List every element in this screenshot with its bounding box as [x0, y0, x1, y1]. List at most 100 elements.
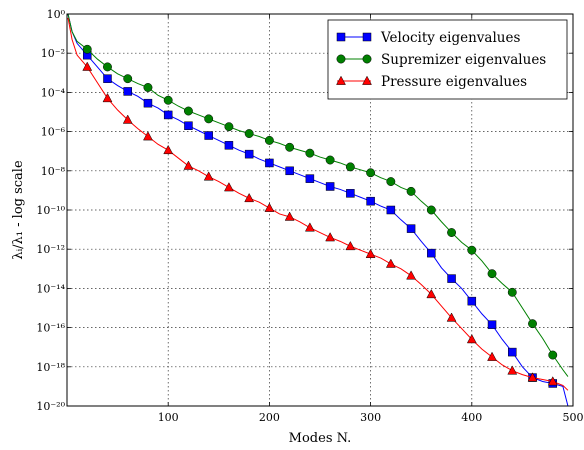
series-pressure — [67, 17, 569, 391]
supremizer-marker — [467, 245, 477, 255]
supremizer-marker — [82, 44, 92, 54]
pressure-marker — [527, 372, 538, 382]
legend-label: Pressure eigenvalues — [381, 74, 527, 90]
supremizer-marker — [264, 135, 274, 145]
pressure-marker — [284, 211, 295, 221]
pressure-marker — [82, 61, 93, 71]
pressure-marker — [466, 334, 477, 344]
pressure-marker — [547, 376, 558, 386]
pressure-marker — [426, 288, 437, 299]
pressure-marker — [385, 258, 396, 268]
pressure-line — [67, 17, 569, 391]
velocity-marker — [224, 141, 234, 150]
supremizer-marker — [507, 287, 517, 297]
y-tick-label: 10⁻¹⁰ — [36, 204, 65, 217]
y-tick-label: 10⁻¹² — [36, 243, 65, 256]
supremizer-marker — [345, 162, 355, 172]
legend-item-pressure: Pressure eigenvalues — [336, 74, 527, 90]
y-tick-label: 10⁻¹⁸ — [36, 361, 65, 374]
velocity-marker — [447, 274, 456, 283]
legend-item-velocity: Velocity eigenvalues — [336, 30, 520, 46]
velocity-marker — [406, 224, 416, 233]
x-tick-label: 400 — [461, 411, 482, 424]
pressure-marker — [122, 114, 133, 124]
series-velocity — [67, 13, 569, 407]
supremizer-marker — [447, 228, 457, 237]
supremizer-line — [67, 13, 569, 377]
supremizer-marker — [183, 106, 193, 116]
pressure-marker — [244, 192, 255, 203]
supremizer-marker — [305, 148, 315, 158]
velocity-marker — [143, 98, 153, 108]
pressure-marker — [345, 240, 356, 251]
supremizer-marker — [204, 114, 214, 124]
y-tick-label: 10⁻¹⁴ — [36, 282, 65, 295]
y-tick-label: 10⁻¹⁶ — [36, 322, 65, 335]
supremizer-marker — [103, 62, 112, 72]
legend-marker — [336, 54, 346, 64]
supremizer-marker — [143, 83, 153, 92]
velocity-marker — [508, 347, 517, 357]
pressure-marker — [487, 351, 497, 361]
supremizer-marker — [487, 269, 497, 279]
y-axis-label: λᵢ/λ₁ - log scale — [11, 160, 26, 260]
supremizer-marker — [406, 186, 416, 196]
x-axis-label: Modes N. — [289, 431, 352, 446]
x-tick-label: 500 — [563, 411, 584, 424]
legend-marker — [362, 75, 372, 85]
velocity-line — [67, 13, 569, 407]
supremizer-marker — [163, 95, 173, 105]
velocity-marker — [427, 248, 436, 258]
pressure-marker — [102, 92, 113, 103]
x-tick-label: 200 — [259, 411, 280, 424]
pressure-marker — [163, 144, 174, 155]
ticks: 100 200 300 400 500 10⁰ 10⁻² 10⁻⁴ 10⁻⁶ 10⁻⁸ 10⁻¹⁰ 1… — [36, 8, 583, 424]
pressure-marker — [507, 365, 518, 375]
pressure-marker — [224, 182, 234, 192]
velocity-marker — [467, 296, 477, 306]
velocity-marker — [386, 205, 396, 215]
supremizer-marker — [325, 155, 335, 165]
y-tick-label: 10⁻²⁰ — [36, 400, 65, 413]
legend-marker — [336, 75, 346, 85]
velocity-marker — [123, 87, 132, 96]
pressure-marker — [183, 160, 194, 170]
velocity-marker — [103, 74, 112, 83]
supremizer-marker — [244, 129, 254, 139]
series-supremizer — [67, 13, 569, 377]
y-tick-label: 10⁻² — [41, 47, 65, 60]
pressure-marker — [203, 171, 214, 181]
legend-marker — [336, 32, 346, 42]
x-tick-label: 100 — [158, 411, 179, 424]
y-tick-label: 10⁻⁶ — [41, 126, 66, 139]
x-tick-label: 300 — [360, 411, 381, 424]
velocity-marker — [204, 131, 213, 140]
legend-item-supremizer: Supremizer eigenvalues — [336, 52, 546, 68]
velocity-marker — [163, 110, 173, 120]
velocity-marker — [265, 158, 274, 168]
supremizer-marker — [386, 177, 396, 187]
y-tick-label: 10⁰ — [47, 8, 66, 21]
legend-label: Supremizer eigenvalues — [381, 52, 546, 68]
series-layer — [67, 13, 569, 407]
pressure-marker — [325, 232, 336, 242]
supremizer-marker — [123, 74, 133, 84]
supremizer-marker — [548, 350, 558, 360]
velocity-marker — [325, 182, 335, 191]
legend-marker — [362, 32, 372, 42]
legend: Velocity eigenvalues Supremizer eigenvalu… — [327, 19, 568, 100]
supremizer-marker — [224, 122, 234, 132]
pressure-marker — [304, 222, 315, 232]
pressure-marker — [264, 202, 275, 212]
y-tick-label: 10⁻⁸ — [41, 165, 66, 178]
velocity-marker — [487, 320, 497, 329]
supremizer-marker — [426, 205, 436, 215]
velocity-marker — [366, 196, 375, 206]
velocity-marker — [346, 189, 355, 198]
velocity-marker — [285, 166, 294, 176]
pressure-marker — [406, 270, 416, 280]
pressure-marker — [365, 248, 376, 258]
velocity-marker — [305, 174, 315, 183]
velocity-marker — [184, 121, 193, 130]
